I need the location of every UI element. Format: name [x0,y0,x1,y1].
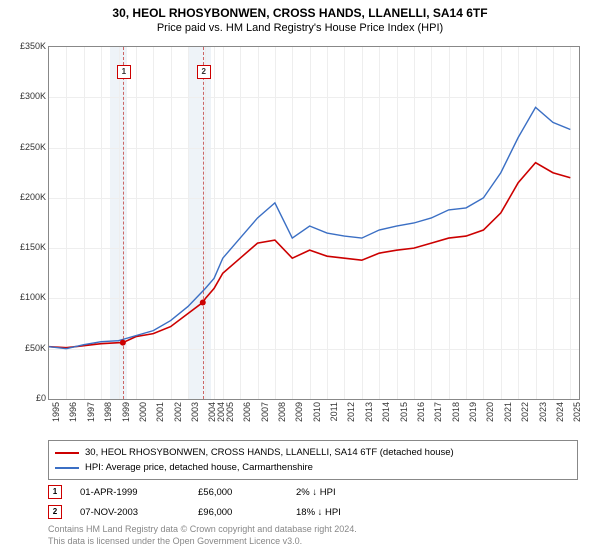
ytick-label: £50K [6,343,46,353]
xtick-label: 2023 [538,402,548,422]
ytick-label: £0 [6,393,46,403]
legend-swatch-hpi [55,467,79,469]
legend-box: 30, HEOL RHOSYBONWEN, CROSS HANDS, LLANE… [48,440,578,480]
legend-label-hpi: HPI: Average price, detached house, Carm… [85,460,313,475]
sale-diff-2: 18% ↓ HPI [296,507,396,518]
ytick-label: £200K [6,192,46,202]
xtick-label: 2024 [555,402,565,422]
legend-item-hpi: HPI: Average price, detached house, Carm… [55,460,571,475]
ytick-label: £300K [6,91,46,101]
xtick-label: 1995 [51,402,61,422]
ytick-label: £150K [6,242,46,252]
ytick-label: £250K [6,142,46,152]
xtick-label: 1999 [121,402,131,422]
sale-date-2: 07-NOV-2003 [80,507,180,518]
xtick-label: 2020 [485,402,495,422]
xtick-label: 1996 [68,402,78,422]
ytick-label: £350K [6,41,46,51]
sale-row-1: 1 01-APR-1999 £56,000 2% ↓ HPI [48,482,578,502]
xtick-label: 2002 [173,402,183,422]
sale-price-2: £96,000 [198,507,278,518]
xtick-label: 2018 [451,402,461,422]
footer-line2: This data is licensed under the Open Gov… [48,536,357,548]
plot-area: 12 [48,46,580,400]
sales-table: 1 01-APR-1999 £56,000 2% ↓ HPI 2 07-NOV-… [48,482,578,522]
sale-marker-2: 2 [48,505,62,519]
xtick-label: 2011 [329,402,339,421]
xtick-label: 2009 [294,402,304,422]
sale-price-1: £56,000 [198,487,278,498]
legend-label-property: 30, HEOL RHOSYBONWEN, CROSS HANDS, LLANE… [85,445,454,460]
chart-marker: 2 [197,65,211,79]
xtick-label: 2015 [399,402,409,422]
xtick-label: 2022 [520,402,530,422]
xtick-label: 2013 [364,402,374,422]
chart-marker: 1 [117,65,131,79]
xtick-label: 2005 [225,402,235,422]
chart-svg [49,47,579,399]
chart-title: 30, HEOL RHOSYBONWEN, CROSS HANDS, LLANE… [0,0,600,22]
xtick-label: 2012 [346,402,356,422]
xtick-label: 2017 [433,402,443,422]
xtick-label: 2008 [277,402,287,422]
xtick-label: 2003 [190,402,200,422]
sale-date-1: 01-APR-1999 [80,487,180,498]
chart-subtitle: Price paid vs. HM Land Registry's House … [0,22,600,38]
legend-swatch-property [55,452,79,454]
xtick-label: 2007 [260,402,270,422]
legend-item-property: 30, HEOL RHOSYBONWEN, CROSS HANDS, LLANE… [55,445,571,460]
xtick-label: 2025 [572,402,582,422]
sale-marker-1: 1 [48,485,62,499]
xtick-label: 2001 [155,402,165,422]
ytick-label: £100K [6,292,46,302]
sale-diff-1: 2% ↓ HPI [296,487,396,498]
xtick-label: 2006 [242,402,252,422]
xtick-label: 2000 [138,402,148,422]
xtick-label: 1998 [103,402,113,422]
chart-container: 30, HEOL RHOSYBONWEN, CROSS HANDS, LLANE… [0,0,600,560]
footer-attribution: Contains HM Land Registry data © Crown c… [48,524,357,547]
xtick-label: 2010 [312,402,322,422]
xtick-label: 1997 [86,402,96,422]
xtick-label: 2019 [468,402,478,422]
sale-row-2: 2 07-NOV-2003 £96,000 18% ↓ HPI [48,502,578,522]
xtick-label: 2016 [416,402,426,422]
xtick-label: 2021 [503,402,513,422]
xtick-label: 2014 [381,402,391,422]
footer-line1: Contains HM Land Registry data © Crown c… [48,524,357,536]
